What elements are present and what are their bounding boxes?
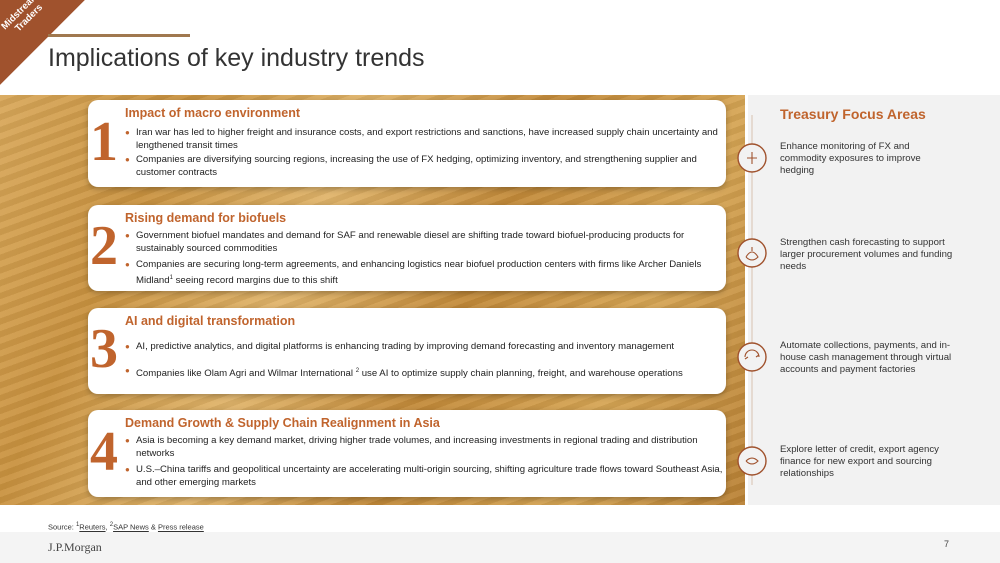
footnote-mark: 1 bbox=[75, 522, 80, 528]
logo: J.P.Morgan bbox=[48, 540, 102, 554]
card-number: 2 bbox=[90, 215, 118, 277]
bullet-text: Companies are diversifying sourcing regi… bbox=[136, 154, 697, 178]
source-link[interactable]: Press release bbox=[157, 522, 204, 532]
bullet-text: Government biofuel mandates and demand f… bbox=[136, 230, 685, 254]
bullet: Asia is becoming a key demand market, dr… bbox=[125, 435, 728, 460]
bullet-text: seeing record margins due to this shift bbox=[172, 274, 338, 286]
separator: & bbox=[148, 522, 158, 532]
trend-card: 2 Rising demand for biofuels Government bi… bbox=[88, 205, 726, 291]
page-number: 7 bbox=[944, 539, 950, 549]
card-heading: Rising demand for biofuels bbox=[125, 211, 287, 225]
bullet: AI, predictive analytics, and digital pl… bbox=[125, 341, 728, 354]
panel-title: Treasury Focus Areas bbox=[780, 106, 926, 122]
source-link[interactable]: SAP News bbox=[113, 522, 149, 532]
card-heading: Impact of macro environment bbox=[125, 106, 301, 120]
card-number: 4 bbox=[90, 420, 118, 483]
title-rule bbox=[48, 34, 190, 37]
source-label: Source: bbox=[48, 522, 76, 532]
footnote-mark: 2 bbox=[109, 522, 114, 528]
focus-item: Strengthen cash forecasting to support l… bbox=[780, 237, 953, 272]
source-note: Source: 1Reuters, 2SAP News & Press rele… bbox=[48, 522, 204, 532]
bullet-text: Iran war has led to higher freight and i… bbox=[136, 127, 718, 151]
focus-item: Explore letter of credit, export agency … bbox=[780, 444, 939, 479]
card-number: 3 bbox=[90, 318, 118, 380]
slide-title: Implications of key industry trends bbox=[48, 44, 425, 72]
footer bbox=[0, 532, 1000, 563]
card-heading: AI and digital transformation bbox=[125, 314, 296, 328]
icon-column bbox=[737, 115, 767, 485]
trend-card: 4 Demand Growth & Supply Chain Realignmen… bbox=[88, 410, 726, 497]
bullet: Iran war has led to higher freight and i… bbox=[125, 127, 728, 152]
focus-item: Enhance monitoring of FX and commodity e… bbox=[780, 141, 921, 176]
bullet: U.S.–China tariffs and geopolitical unce… bbox=[125, 464, 728, 489]
bullet-text: AI, predictive analytics, and digital pl… bbox=[136, 341, 675, 352]
bullet-text: Companies are securing long-term agreeme… bbox=[136, 259, 702, 286]
bullet: Companies are securing long-term agreeme… bbox=[125, 259, 728, 287]
footnote-mark: 1 bbox=[169, 274, 173, 281]
bullet: Companies like Olam Agri and Wilmar Inte… bbox=[125, 365, 728, 381]
separator: , bbox=[105, 522, 110, 532]
bullet-text: Asia is becoming a key demand market, dr… bbox=[136, 435, 698, 459]
focus-panel bbox=[748, 95, 1000, 505]
bullet-text: U.S.–China tariffs and geopolitical unce… bbox=[136, 464, 723, 488]
footnote-mark: 2 bbox=[355, 368, 360, 374]
bullet-text: use AI to optimize supply chain planning… bbox=[359, 368, 683, 380]
card-heading: Demand Growth & Supply Chain Realignment… bbox=[125, 416, 440, 430]
icon-glyphs bbox=[744, 152, 760, 465]
source-link[interactable]: Reuters bbox=[79, 522, 106, 532]
trend-card: 1 Impact of macro environment Iran war has… bbox=[88, 100, 726, 187]
bullet: Companies are diversifying sourcing regi… bbox=[125, 154, 728, 179]
bullet: Government biofuel mandates and demand f… bbox=[125, 230, 728, 255]
card-number: 1 bbox=[90, 110, 118, 173]
trend-card: 3 AI and digital transformation AI, predic… bbox=[88, 308, 726, 394]
focus-item: Automate collections, payments, and in-h… bbox=[780, 340, 952, 375]
bullet-text: Companies like Olam Agri and Wilmar Inte… bbox=[136, 368, 356, 380]
